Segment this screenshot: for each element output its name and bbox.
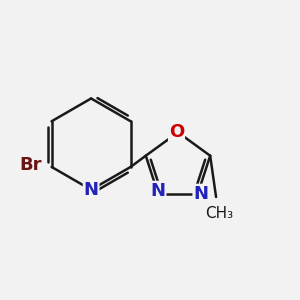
Text: O: O bbox=[169, 123, 184, 141]
Text: N: N bbox=[84, 181, 99, 199]
Text: N: N bbox=[151, 182, 166, 200]
Text: N: N bbox=[193, 184, 208, 202]
Text: Br: Br bbox=[20, 157, 42, 175]
Text: CH₃: CH₃ bbox=[205, 206, 233, 221]
